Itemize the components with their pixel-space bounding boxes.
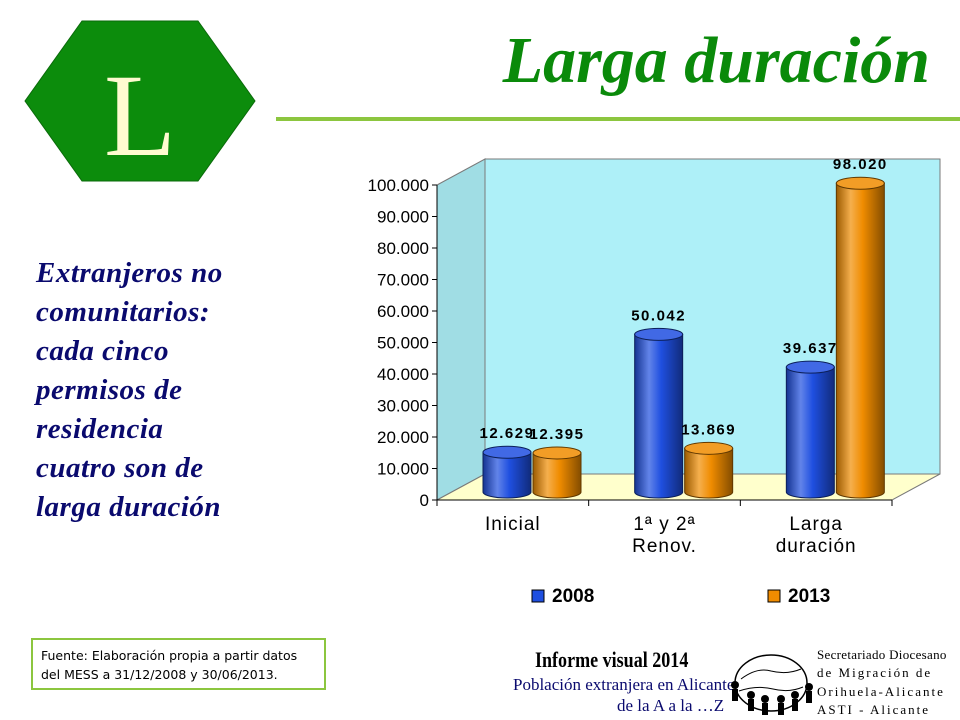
data-label: 12.395 xyxy=(530,426,585,443)
org-line: de Migración de xyxy=(817,665,933,680)
legend-swatch-2008 xyxy=(531,589,545,603)
people-globe-logo xyxy=(731,654,813,715)
footer-branding: Informe visual 2014 Población extranjera… xyxy=(505,645,960,720)
org-line: ASTI - Alicante xyxy=(817,702,931,717)
y-tick-label: 20.000 xyxy=(377,428,429,447)
y-tick-label: 90.000 xyxy=(377,208,429,227)
data-label: 12.629 xyxy=(480,425,535,442)
bar-chart: 0 10.000 20.000 30.000 40.000 50.000 60.000 70.… xyxy=(368,156,941,607)
bar-2008 xyxy=(634,333,684,499)
side-text-line: larga duración xyxy=(36,491,222,523)
side-text: Extranjeros no comunitarios: cada cinco … xyxy=(36,254,326,527)
side-text-line: comunitarios: xyxy=(36,296,211,328)
chart-side-wall xyxy=(436,158,486,501)
data-label: 13.869 xyxy=(681,421,736,438)
data-label: 98.020 xyxy=(833,156,888,173)
slide-title: Larga duración xyxy=(502,24,930,97)
bar-2013 xyxy=(835,182,885,499)
side-text-line: cada cinco xyxy=(36,335,170,367)
legend-label: 2008 xyxy=(552,586,594,607)
y-tick-label: 0 xyxy=(420,491,429,510)
side-text-line: cuatro son de xyxy=(36,452,204,484)
y-tick-label: 70.000 xyxy=(377,271,429,290)
hexagon-shape xyxy=(24,20,256,182)
bar-top-2008 xyxy=(785,360,835,374)
y-tick-label: 80.000 xyxy=(377,239,429,258)
report-title: Informe visual 2014 xyxy=(535,647,689,672)
y-tick-label: 30.000 xyxy=(377,397,429,416)
bar-top-2008 xyxy=(482,445,532,459)
side-text-line: permisos de xyxy=(36,374,183,406)
source-line: Fuente: Elaboración propia a partir dato… xyxy=(41,648,298,663)
y-tick-label: 100.000 xyxy=(368,176,429,195)
x-category-label: Renov. xyxy=(632,536,697,557)
bar-2013 xyxy=(532,452,582,499)
data-label: 50.042 xyxy=(631,307,686,324)
org-line: Secretariado Diocesano xyxy=(817,647,947,662)
y-tick-label: 60.000 xyxy=(377,302,429,321)
bar-top-2013 xyxy=(835,176,885,190)
bar-top-2008 xyxy=(634,327,684,341)
data-label: 39.637 xyxy=(783,340,838,357)
y-tick-label: 40.000 xyxy=(377,365,429,384)
report-subtitle-2: de la A a la …Z xyxy=(617,696,725,715)
bar-2008 xyxy=(482,451,532,499)
legend-label: 2013 xyxy=(788,586,830,607)
hexagon-badge: L xyxy=(24,20,256,182)
bar-2008 xyxy=(785,366,835,499)
title-rule xyxy=(276,117,960,121)
x-category-label: duración xyxy=(776,536,857,557)
report-subtitle: Población extranjera en Alicante xyxy=(513,675,735,694)
legend-swatch-2013 xyxy=(767,589,781,603)
source-note: Fuente: Elaboración propia a partir dato… xyxy=(31,638,326,690)
source-line: del MESS a 31/12/2008 y 30/06/2013. xyxy=(41,667,278,682)
org-line: Orihuela-Alicante xyxy=(817,684,945,699)
x-category-label: Inicial xyxy=(485,514,541,535)
side-text-line: Extranjeros no xyxy=(36,257,223,289)
bar-2013 xyxy=(684,447,734,499)
bar-top-2013 xyxy=(684,441,734,455)
y-tick-label: 10.000 xyxy=(377,460,429,479)
y-tick-label: 50.000 xyxy=(377,334,429,353)
bar-top-2013 xyxy=(532,446,582,460)
x-category-label: 1ª y 2ª xyxy=(633,514,695,535)
side-text-line: residencia xyxy=(36,413,164,445)
hexagon-letter: L xyxy=(104,50,176,181)
x-category-label: Larga xyxy=(789,514,843,535)
